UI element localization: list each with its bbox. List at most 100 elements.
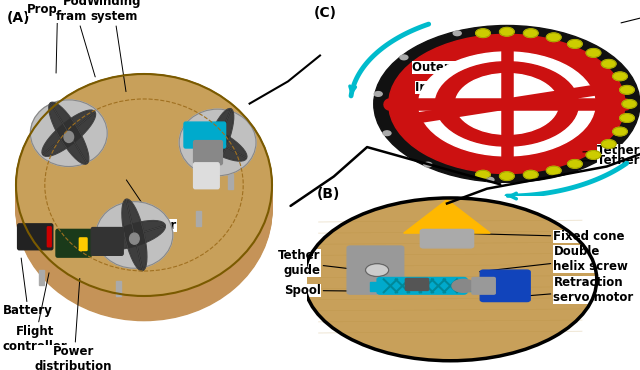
Polygon shape	[126, 199, 147, 271]
Text: (C): (C)	[314, 6, 337, 20]
FancyBboxPatch shape	[79, 238, 87, 250]
Ellipse shape	[16, 75, 272, 297]
Ellipse shape	[16, 97, 272, 319]
FancyBboxPatch shape	[347, 246, 404, 294]
Circle shape	[212, 141, 223, 152]
Circle shape	[455, 74, 559, 134]
FancyBboxPatch shape	[91, 228, 123, 255]
Circle shape	[602, 60, 616, 68]
Circle shape	[547, 166, 561, 175]
Text: (A): (A)	[6, 11, 30, 25]
Text: Double
helix screw: Double helix screw	[480, 245, 628, 273]
Text: Tether: Tether	[438, 105, 511, 122]
FancyBboxPatch shape	[193, 163, 219, 189]
Circle shape	[568, 40, 582, 48]
Circle shape	[383, 131, 391, 135]
Ellipse shape	[179, 109, 256, 176]
Polygon shape	[404, 200, 490, 233]
Circle shape	[500, 172, 514, 181]
Ellipse shape	[16, 78, 272, 300]
FancyBboxPatch shape	[480, 270, 530, 302]
Circle shape	[612, 72, 627, 81]
Polygon shape	[204, 109, 234, 176]
Circle shape	[620, 114, 634, 122]
Circle shape	[374, 26, 640, 182]
Ellipse shape	[16, 83, 272, 305]
Ellipse shape	[16, 74, 272, 296]
Ellipse shape	[16, 93, 272, 315]
FancyBboxPatch shape	[193, 141, 223, 165]
Text: Winding
system: Winding system	[86, 0, 141, 92]
Text: Propeller: Propeller	[28, 3, 88, 73]
Circle shape	[435, 62, 579, 146]
Circle shape	[620, 85, 634, 94]
Circle shape	[500, 27, 514, 36]
Ellipse shape	[16, 95, 272, 317]
FancyBboxPatch shape	[472, 278, 495, 294]
Polygon shape	[122, 199, 143, 271]
Text: Rollers: Rollers	[621, 4, 640, 23]
Ellipse shape	[16, 77, 272, 299]
Circle shape	[424, 162, 432, 167]
Circle shape	[612, 127, 627, 136]
Circle shape	[622, 100, 637, 108]
Text: (B): (B)	[317, 187, 340, 201]
Ellipse shape	[16, 92, 272, 314]
Ellipse shape	[16, 96, 272, 318]
Circle shape	[453, 31, 461, 36]
Ellipse shape	[16, 84, 272, 306]
Circle shape	[388, 34, 625, 174]
Ellipse shape	[96, 202, 173, 268]
Ellipse shape	[16, 82, 272, 304]
Polygon shape	[202, 109, 231, 176]
Bar	[196, 211, 201, 226]
Polygon shape	[188, 127, 246, 161]
Ellipse shape	[198, 124, 211, 146]
Text: Pod
frame: Pod frame	[56, 0, 95, 77]
Ellipse shape	[16, 90, 272, 312]
Bar	[116, 281, 121, 296]
Circle shape	[452, 279, 476, 292]
Circle shape	[365, 263, 388, 276]
Text: Battery: Battery	[3, 258, 53, 317]
Circle shape	[476, 29, 490, 37]
FancyBboxPatch shape	[420, 229, 474, 248]
Ellipse shape	[16, 88, 272, 310]
Bar	[228, 174, 233, 189]
Circle shape	[568, 159, 582, 168]
Circle shape	[419, 52, 595, 156]
Text: Tether anchor: Tether anchor	[583, 144, 640, 157]
Text: Motor: Motor	[126, 180, 177, 232]
Ellipse shape	[31, 100, 107, 166]
Text: Retraction
servo motor: Retraction servo motor	[516, 276, 634, 305]
Ellipse shape	[186, 124, 198, 146]
Ellipse shape	[16, 81, 272, 303]
FancyArrow shape	[371, 273, 497, 300]
Polygon shape	[42, 110, 95, 154]
FancyBboxPatch shape	[377, 278, 467, 294]
FancyBboxPatch shape	[18, 224, 53, 250]
Ellipse shape	[16, 79, 272, 301]
Circle shape	[129, 233, 140, 244]
Polygon shape	[104, 221, 165, 245]
Text: Inner ring: Inner ring	[415, 81, 544, 94]
FancyBboxPatch shape	[405, 278, 429, 290]
Polygon shape	[189, 124, 247, 158]
Text: Power
distribution
board: Power distribution board	[35, 278, 113, 370]
Circle shape	[64, 131, 74, 142]
Circle shape	[586, 151, 601, 159]
Circle shape	[547, 33, 561, 41]
Polygon shape	[51, 102, 89, 164]
Text: Tether tube: Tether tube	[570, 154, 640, 167]
Polygon shape	[43, 112, 95, 156]
FancyBboxPatch shape	[184, 122, 226, 148]
FancyBboxPatch shape	[56, 229, 91, 257]
Text: Fixed cone: Fixed cone	[453, 230, 625, 243]
Circle shape	[374, 92, 382, 96]
Ellipse shape	[16, 98, 272, 320]
Circle shape	[586, 48, 601, 57]
Text: Spool: Spool	[284, 284, 383, 297]
Polygon shape	[49, 103, 87, 164]
Circle shape	[524, 171, 538, 179]
Circle shape	[524, 29, 538, 37]
